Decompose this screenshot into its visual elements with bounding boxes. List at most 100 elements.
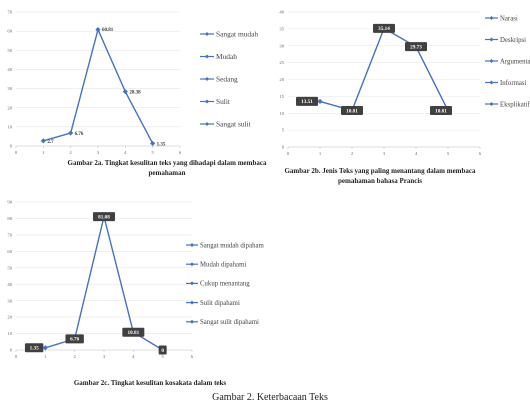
- legend-marker: [205, 99, 209, 104]
- legend-item: Sedang: [216, 74, 238, 83]
- x-tick-label: 5: [447, 151, 450, 156]
- y-tick-label: 30: [7, 86, 12, 91]
- series-line-2b: [319, 27, 449, 112]
- data-label: 10.81: [127, 330, 139, 336]
- y-tick-label: 40: [7, 282, 12, 287]
- y-tick-label: 50: [7, 48, 12, 53]
- legend-item: Sulit: [216, 97, 231, 106]
- legend-item: Narasi: [500, 15, 518, 22]
- data-label: 6.76: [75, 132, 84, 137]
- data-point: [68, 130, 74, 136]
- data-label: 81.08: [98, 214, 110, 220]
- data-label-box: [296, 96, 318, 106]
- data-label-box: [122, 327, 145, 337]
- chart-2a: 0 10 20 30 40 50 60 70 0 1 2 3 4 5 6 2.7 6.76 60.81 28.38 1…: [7, 10, 267, 177]
- legend-marker: [190, 281, 194, 286]
- y-tick-label: 20: [7, 315, 12, 320]
- y-tick-label: 20: [7, 105, 12, 110]
- data-label-box: [93, 212, 115, 222]
- y-tick-label: 40: [279, 10, 284, 15]
- legend-item: Eksplikatif: [500, 101, 530, 108]
- y-tick-label: 90: [7, 200, 12, 205]
- data-point: [42, 345, 48, 351]
- x-tick-label: 4: [124, 150, 127, 155]
- y-tick-label: 80: [7, 216, 12, 221]
- y-tick-label: 30: [279, 43, 284, 48]
- y-tick-label: 0: [10, 348, 13, 353]
- legend-marker: [489, 16, 494, 20]
- legend-marker: [489, 80, 494, 85]
- y-tick-label: 10: [7, 331, 12, 336]
- legend-marker: [190, 243, 194, 247]
- data-label-box: [24, 343, 44, 353]
- y-tick-label: 15: [279, 94, 284, 99]
- y-tick-label: 70: [7, 10, 12, 15]
- y-tick-label: 10: [7, 124, 12, 129]
- chart-2b: 0 5 10 15 20 25 30 35 40 0 1 2 3 4 5 6 13.51 10.81 35.14 29…: [279, 10, 530, 185]
- data-label-box: [65, 334, 84, 344]
- y-tick-label: 10: [279, 111, 284, 116]
- chart-caption: pemahaman: [149, 169, 186, 177]
- data-label-box: [341, 106, 363, 116]
- data-label: 1.35: [157, 142, 166, 147]
- y-tick-label: 20: [279, 77, 284, 82]
- x-tick-label: 1: [44, 354, 47, 359]
- data-label-box: [430, 106, 452, 116]
- data-point: [95, 26, 101, 33]
- data-label: 6.76: [70, 337, 79, 343]
- legend-marker: [205, 32, 209, 36]
- legend-marker: [190, 262, 194, 267]
- x-tick-label: 2: [70, 150, 73, 155]
- data-label-box: [158, 345, 167, 355]
- x-tick-label: 6: [479, 151, 482, 156]
- legend-item: Sangat mudah: [216, 29, 258, 38]
- data-label: 60.81: [102, 28, 114, 33]
- legend-marker: [205, 54, 209, 59]
- series-line-2c: [45, 216, 164, 351]
- legend-item: Sangat sulit: [216, 119, 252, 128]
- legend-item: Informasi: [500, 80, 527, 87]
- y-tick-label: 35: [279, 26, 284, 31]
- data-label: 13.51: [301, 99, 313, 105]
- legend-marker: [489, 37, 494, 42]
- y-tick-label: 0: [282, 145, 285, 150]
- data-label: 0: [161, 348, 164, 354]
- data-label-box: [373, 23, 395, 33]
- data-label: 2.7: [47, 140, 54, 145]
- legend-item: Cukup menantang: [200, 281, 250, 288]
- y-tick-label: 25: [279, 60, 284, 65]
- x-tick-label: 4: [132, 354, 135, 359]
- legend-item: Sangat sulit dipahami: [200, 319, 259, 326]
- data-label: 29.73: [410, 44, 422, 50]
- legend-item: Mudah dipahami: [200, 262, 246, 269]
- legend-marker: [205, 77, 209, 81]
- chart-caption: Gambar 2a. Tingkat kesulitan teks yang d…: [68, 159, 267, 167]
- data-label: 10.81: [435, 108, 447, 114]
- data-label: 10.81: [346, 108, 358, 114]
- legend-marker: [489, 59, 494, 63]
- y-tick-label: 5: [282, 128, 285, 133]
- x-tick-label: 1: [319, 151, 322, 156]
- x-tick-label: 1: [42, 150, 45, 155]
- y-tick-label: 50: [7, 265, 12, 270]
- legend-item: Mudah: [216, 52, 237, 61]
- x-tick-label: 4: [415, 151, 418, 156]
- x-tick-label: 3: [97, 150, 100, 155]
- x-tick-label: 6: [191, 354, 194, 359]
- x-tick-label: 3: [383, 151, 386, 156]
- x-tick-label: 0: [15, 150, 18, 155]
- x-tick-label: 5: [162, 354, 165, 359]
- x-tick-label: 2: [74, 354, 77, 359]
- x-tick-label: 0: [15, 354, 18, 359]
- chart-2c: 0 10 20 30 40 50 60 70 80 90 0 1 2 3 4 5 6 1.35 6.76 81.08 1…: [7, 200, 264, 387]
- chart-caption: Gambar 2c. Tingkat kesulitan kosakata da…: [74, 379, 227, 387]
- legend-marker: [489, 102, 494, 106]
- data-point: [122, 89, 128, 95]
- x-tick-label: 0: [287, 151, 290, 156]
- data-point: [317, 98, 323, 105]
- data-label: 28.38: [129, 91, 141, 96]
- series-line-2a: [43, 27, 154, 144]
- chart-caption: Gambar 2b. Jenis Teks yang paling menant…: [284, 167, 476, 175]
